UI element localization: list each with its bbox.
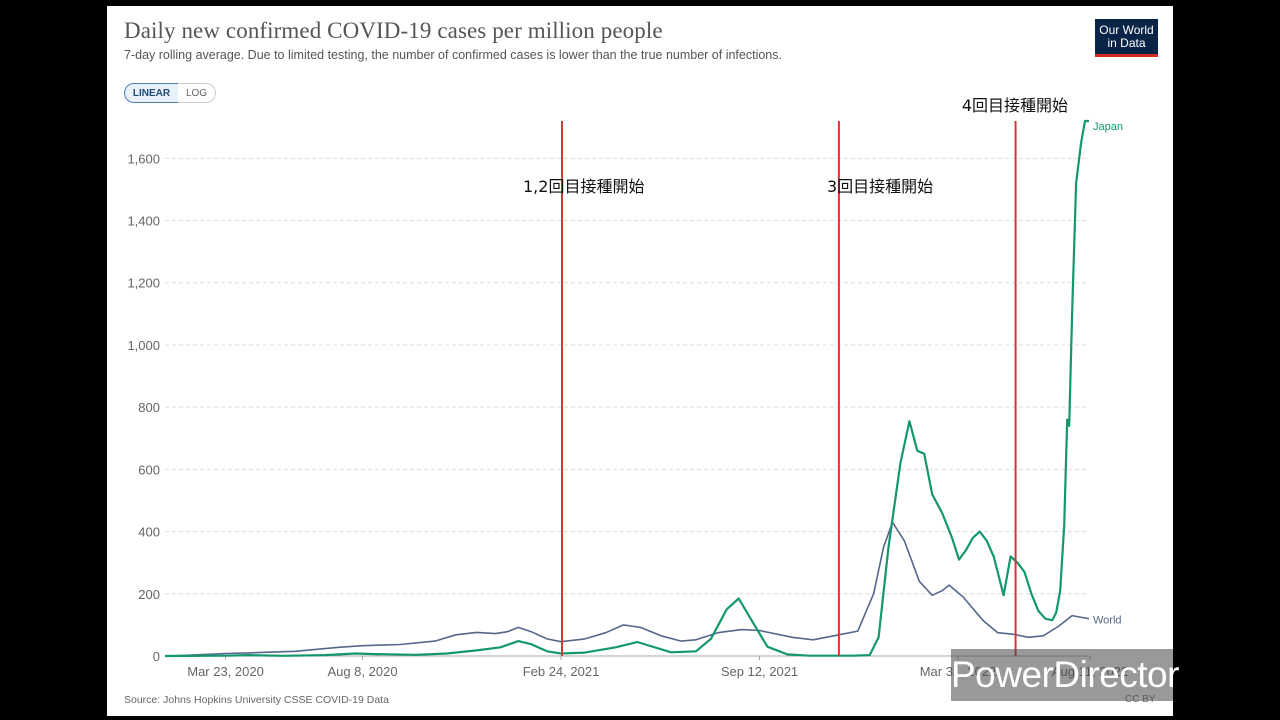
- y-tick-label: 1,600: [127, 151, 160, 166]
- owid-logo[interactable]: Our World in Data: [1095, 19, 1158, 57]
- x-tick-label: Feb 24, 2021: [523, 664, 600, 679]
- vaccination-marker-label: 1,2回目接種開始: [523, 177, 644, 196]
- y-tick-label: 200: [138, 587, 160, 602]
- y-tick-label: 1,200: [127, 276, 160, 291]
- chart-title: Daily new confirmed COVID-19 cases per m…: [124, 18, 663, 43]
- x-tick-label: Aug 8, 2020: [327, 664, 397, 679]
- logo-line-1: Our World: [1099, 23, 1154, 37]
- series-label-world: World: [1093, 615, 1122, 627]
- chart-subtitle: 7-day rolling average. Due to limited te…: [124, 48, 782, 62]
- logo-line-2: in Data: [1107, 36, 1146, 50]
- y-tick-label: 0: [153, 649, 160, 664]
- y-tick-label: 1,400: [127, 214, 160, 229]
- vaccination-marker-label: 3回目接種開始: [827, 177, 933, 196]
- x-tick-label: Sep 12, 2021: [721, 664, 798, 679]
- x-tick-label: Mar 23, 2020: [187, 664, 264, 679]
- y-tick-label: 800: [138, 400, 160, 415]
- log-scale-button[interactable]: LOG: [178, 83, 216, 103]
- y-tick-label: 1,000: [127, 338, 160, 353]
- vaccination-marker-label: 4回目接種開始: [962, 96, 1068, 115]
- chart-card: [107, 6, 1173, 716]
- series-label-japan: Japan: [1093, 121, 1123, 133]
- series-line-world: [164, 521, 1090, 657]
- powerdirector-watermark: PowerDirector: [951, 649, 1179, 701]
- series-line-japan: [164, 119, 1089, 658]
- y-tick-label: 600: [138, 462, 160, 477]
- y-tick-label: 400: [138, 525, 160, 540]
- source-note: Source: Johns Hopkins University CSSE CO…: [124, 694, 389, 706]
